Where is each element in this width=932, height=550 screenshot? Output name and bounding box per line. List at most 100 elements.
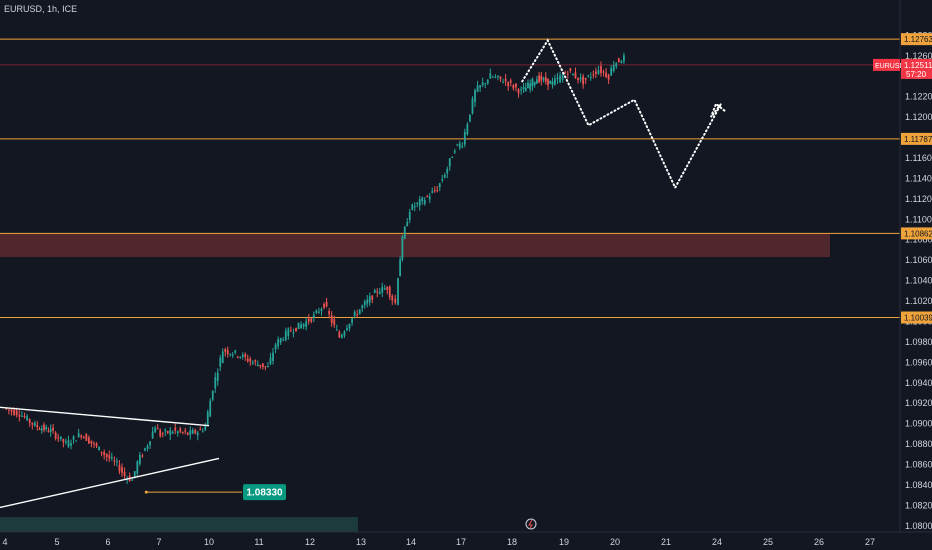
candle-body: [302, 323, 305, 327]
candle-body: [512, 85, 515, 89]
candle-body: [592, 74, 595, 76]
candle-body: [204, 425, 207, 431]
candle-body: [394, 298, 397, 303]
candle-body: [421, 197, 424, 202]
level-tag-label: 1.10039: [904, 314, 932, 323]
candle-body: [553, 78, 556, 85]
candle-body: [239, 356, 242, 358]
candle-body: [461, 145, 464, 147]
price-tick-label: 1.08200: [905, 500, 932, 510]
candle-body: [236, 356, 239, 358]
time-tick-label: 19: [559, 537, 569, 547]
candle-body: [28, 419, 31, 423]
candle-body: [8, 409, 10, 411]
candle-body: [361, 305, 364, 309]
candle-body: [383, 288, 386, 290]
candle-body: [544, 76, 547, 82]
candle-body: [98, 446, 100, 451]
candle-body: [13, 409, 15, 415]
candle-body: [141, 455, 144, 457]
candle-body: [110, 457, 113, 459]
candle-body: [371, 295, 374, 300]
candle-body: [206, 411, 209, 426]
candle-body: [279, 338, 282, 343]
candle-body: [358, 309, 361, 315]
candle-body: [52, 427, 54, 431]
candle-body: [597, 69, 600, 74]
candle-body: [113, 460, 116, 462]
candle-body: [479, 85, 482, 88]
candle-body: [448, 158, 451, 167]
resistance-zone: [0, 233, 830, 258]
candle-body: [282, 339, 285, 341]
candle-body: [72, 436, 75, 440]
candle-body: [95, 443, 98, 447]
candle-body: [406, 222, 409, 227]
candle-body: [474, 89, 476, 102]
price-tick-label: 1.08400: [905, 480, 932, 490]
candle-body: [600, 66, 602, 74]
candle-body: [333, 319, 336, 325]
candle-body: [423, 199, 426, 204]
candle-body: [564, 72, 567, 74]
candle-body: [426, 196, 429, 198]
candle-body: [161, 433, 164, 435]
price-tick-label: 1.11600: [905, 153, 932, 163]
candle-body: [65, 441, 67, 443]
candle-body: [416, 202, 419, 204]
candle-body: [340, 334, 343, 338]
price-tick-label: 1.09600: [905, 357, 932, 367]
candle-body: [199, 429, 202, 431]
price-tick-label: 1.11400: [905, 173, 932, 183]
candle-body: [486, 79, 489, 84]
candle-body: [584, 77, 587, 80]
candle-body: [522, 86, 525, 90]
candle-body: [356, 314, 359, 316]
lightning-icon: [528, 519, 533, 529]
candle-body: [54, 432, 57, 439]
candle-body: [471, 98, 474, 114]
candle-body: [458, 143, 461, 148]
candle-body: [338, 331, 341, 338]
candle-body: [489, 73, 492, 79]
candle-body: [70, 443, 72, 446]
candle-body: [556, 77, 559, 80]
time-axis-bg: [0, 532, 932, 550]
candle-body: [318, 311, 320, 313]
candle-body: [49, 428, 52, 432]
candle-body: [438, 183, 441, 188]
candle-body: [295, 327, 297, 332]
price-tick-label: 1.12200: [905, 92, 932, 102]
candle-body: [497, 75, 499, 77]
candle-body: [62, 439, 65, 443]
candle-body: [131, 479, 134, 481]
price-tick-label: 1.09400: [905, 378, 932, 388]
candle-body: [154, 427, 157, 433]
candle-body: [108, 455, 111, 459]
candle-body: [463, 132, 466, 145]
candle-body: [264, 366, 267, 368]
candle-body: [274, 344, 277, 350]
candle-body: [594, 71, 597, 74]
candle-body: [456, 144, 459, 146]
candle-body: [305, 321, 308, 327]
candle-body: [5, 408, 8, 410]
candle-body: [93, 443, 95, 445]
candle-body: [431, 191, 434, 193]
time-tick-label: 6: [105, 537, 110, 547]
candle-body: [34, 422, 36, 426]
candle-body: [176, 431, 179, 433]
candle-body: [179, 428, 182, 432]
candle-body: [251, 362, 254, 364]
candle-body: [216, 372, 219, 381]
level-tag: [901, 132, 932, 145]
candle-body: [443, 175, 446, 178]
candle-body: [221, 351, 224, 363]
candle-body: [186, 432, 189, 435]
candle-body: [256, 364, 259, 367]
interval-label: 1h: [47, 4, 58, 14]
candle-body: [491, 76, 494, 78]
time-tick-label: 5: [54, 537, 59, 547]
candle-body: [269, 357, 272, 365]
